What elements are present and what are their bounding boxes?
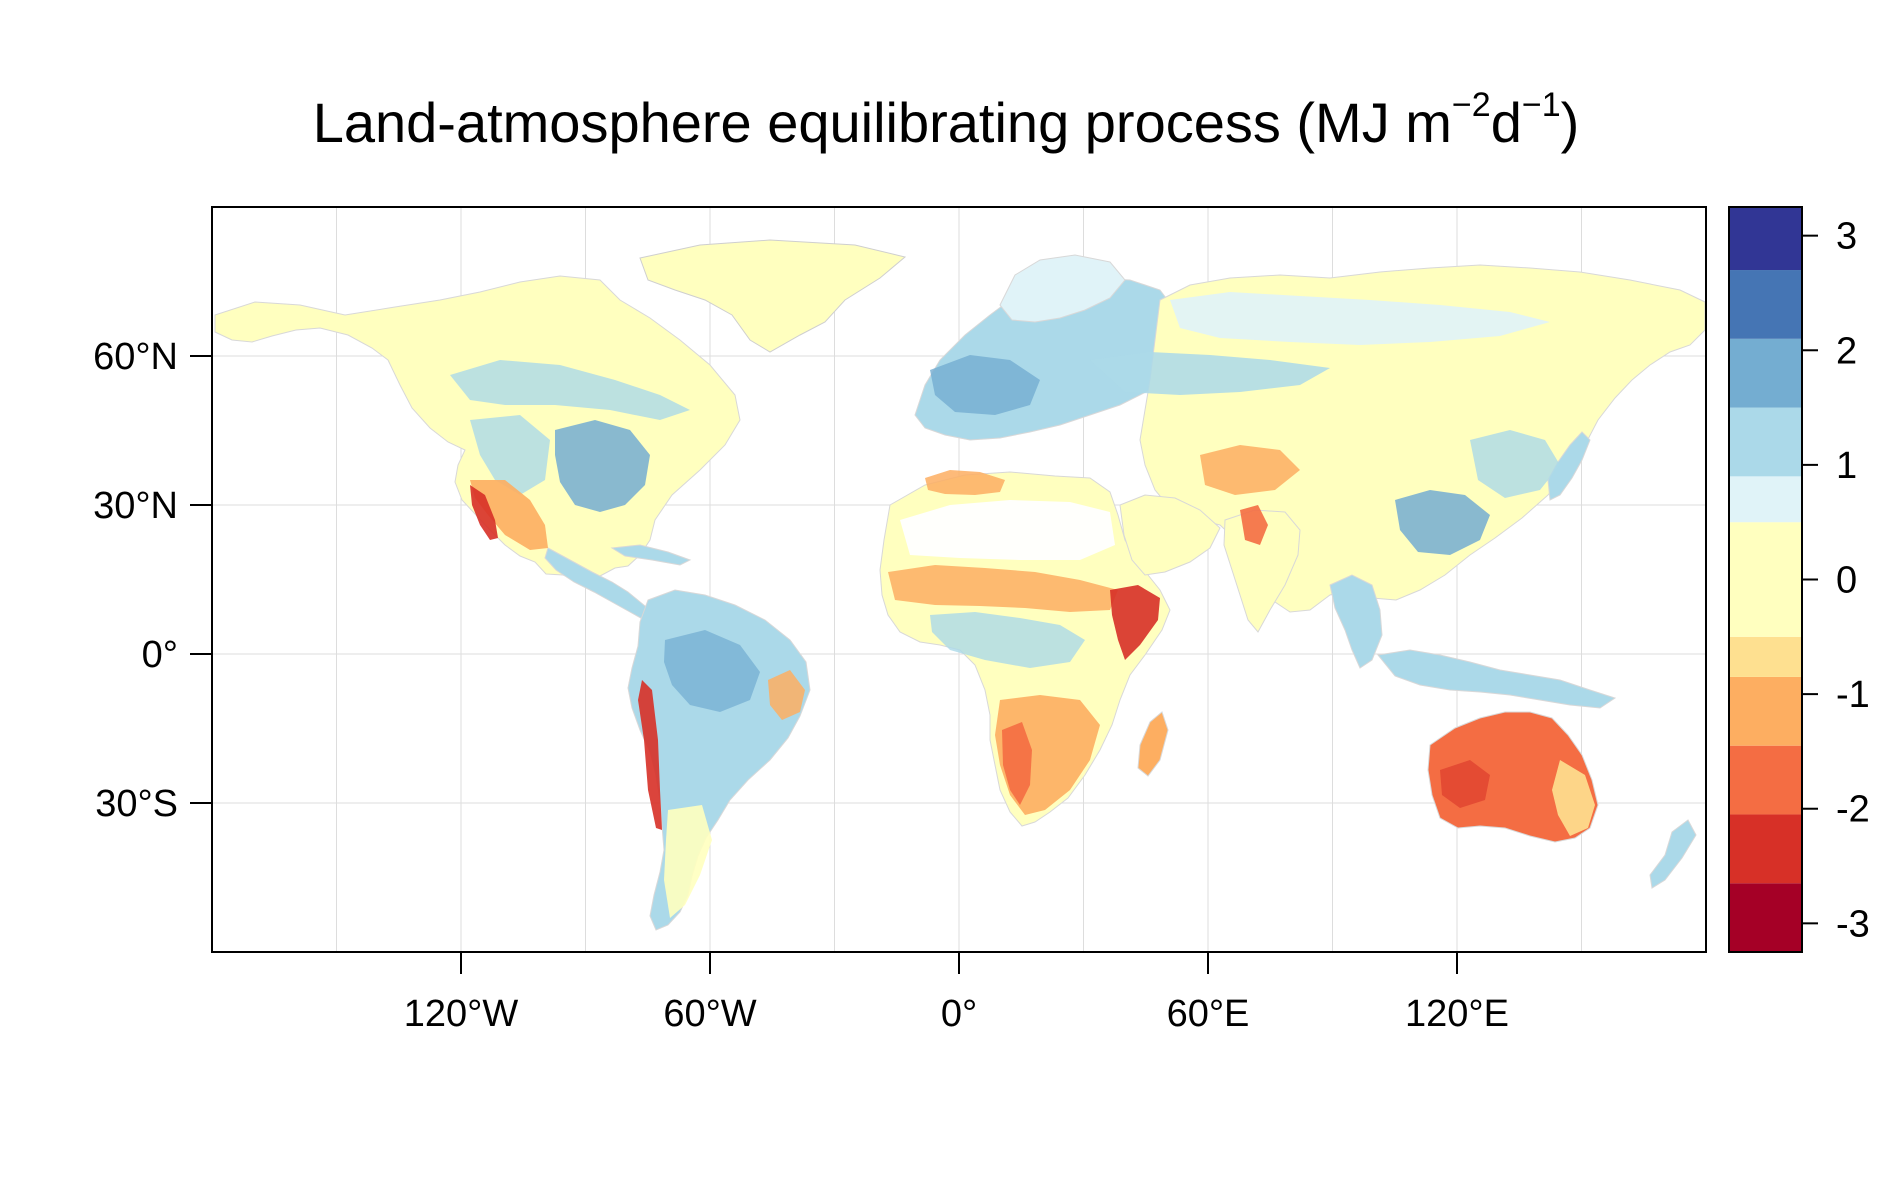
southeast-asia [1329, 574, 1383, 669]
patch-pakistan-red [1240, 505, 1268, 545]
patch-na-light-blue [450, 360, 690, 420]
legend-tick-label: -3 [1836, 903, 1870, 945]
patch-brazil-ne [768, 670, 805, 720]
patch-australia-coast-yellow [1552, 760, 1595, 836]
lat-tick-label: 0° [142, 634, 178, 676]
legend-tick-label: -2 [1836, 789, 1870, 831]
patch-europe-blue [930, 355, 1040, 415]
patch-siberia-light-blue [1170, 292, 1550, 345]
scandinavia [999, 254, 1126, 323]
legend-bin [1729, 522, 1802, 637]
title-exponent-2: −1 [1522, 86, 1561, 124]
patch-sahara-empty [900, 500, 1115, 560]
patch-sahel-orange [888, 565, 1118, 612]
legend-tick-label: 1 [1836, 445, 1857, 487]
patch-patagonia-yellow [664, 805, 712, 918]
lon-tick-label: 60°W [663, 993, 756, 1035]
new-zealand [1649, 819, 1697, 889]
legend-tick-label: 2 [1836, 330, 1857, 372]
australia [1427, 711, 1599, 843]
legend-tick-label: -1 [1836, 674, 1870, 716]
patch-mexico-orange [470, 480, 548, 550]
legend-bin [1729, 676, 1802, 746]
lon-tick-label: 0° [941, 993, 977, 1035]
patch-na-west-blue [470, 415, 550, 495]
patch-central-asia-orange [1200, 445, 1300, 495]
patch-central-africa-blue [930, 612, 1085, 668]
patch-mediterranean-orange [925, 470, 1005, 495]
title-main: Land-atmosphere equilibrating process (M… [313, 91, 1452, 154]
land-masses [214, 239, 1706, 931]
legend-bin [1729, 636, 1802, 677]
india [1223, 509, 1301, 633]
caribbean-islands [610, 544, 692, 566]
legend-bin [1729, 745, 1802, 815]
legend-bin [1729, 270, 1802, 339]
lat-tick-label: 60°N [93, 336, 178, 378]
lat-tick-label: 30°N [93, 485, 178, 527]
legend-ticks: 3 2 1 0 -1 -2 -3 [1802, 216, 1870, 945]
map-axis-ticks: 120°W 60°W 0° 60°E 120°E 60°N 30°N 0° 30°S [93, 336, 1509, 1035]
title-exponent-1: −2 [1452, 86, 1491, 124]
patch-baja-red [470, 485, 498, 540]
legend-tick-label: 3 [1836, 216, 1857, 258]
legend-tick-label: 0 [1836, 560, 1857, 602]
lat-tick-label: 30°S [95, 783, 178, 825]
title-close: ) [1561, 91, 1580, 154]
chart-title: Land-atmosphere equilibrating process (M… [313, 86, 1580, 154]
madagascar [1137, 711, 1169, 777]
legend-bin [1729, 814, 1802, 884]
legend-bin [1729, 883, 1802, 952]
legend-bin [1729, 207, 1802, 271]
arabian-peninsula [1119, 494, 1221, 576]
patch-australia-red [1440, 760, 1490, 808]
patch-east-asia-light-blue [1470, 430, 1560, 498]
map-panel: 120°W 60°W 0° 60°E 120°E 60°N 30°N 0° 30°S [93, 206, 1707, 1035]
patch-china-blue [1395, 490, 1490, 555]
lon-tick-label: 120°W [404, 993, 519, 1035]
legend-colorbar: 3 2 1 0 -1 -2 -3 [1728, 206, 1870, 953]
patch-na-east-blue [555, 420, 650, 512]
legend-bin [1729, 338, 1802, 408]
lon-tick-label: 120°E [1405, 993, 1509, 1035]
legend-bin [1729, 476, 1802, 523]
patch-horn-red [1110, 585, 1160, 660]
legend-bin [1729, 407, 1802, 477]
legend-bins [1729, 207, 1802, 952]
japan [1547, 431, 1591, 501]
title-mid: d [1491, 91, 1522, 154]
greenland [639, 239, 907, 353]
patch-namibia-red [1002, 722, 1032, 805]
patch-amazon-blue [664, 630, 760, 712]
value-patches [450, 292, 1595, 918]
maritime-southeast-asia [1377, 649, 1617, 709]
lon-tick-label: 60°E [1167, 993, 1250, 1035]
patch-andes-red [638, 680, 662, 830]
patch-russia-blue [1090, 352, 1330, 395]
